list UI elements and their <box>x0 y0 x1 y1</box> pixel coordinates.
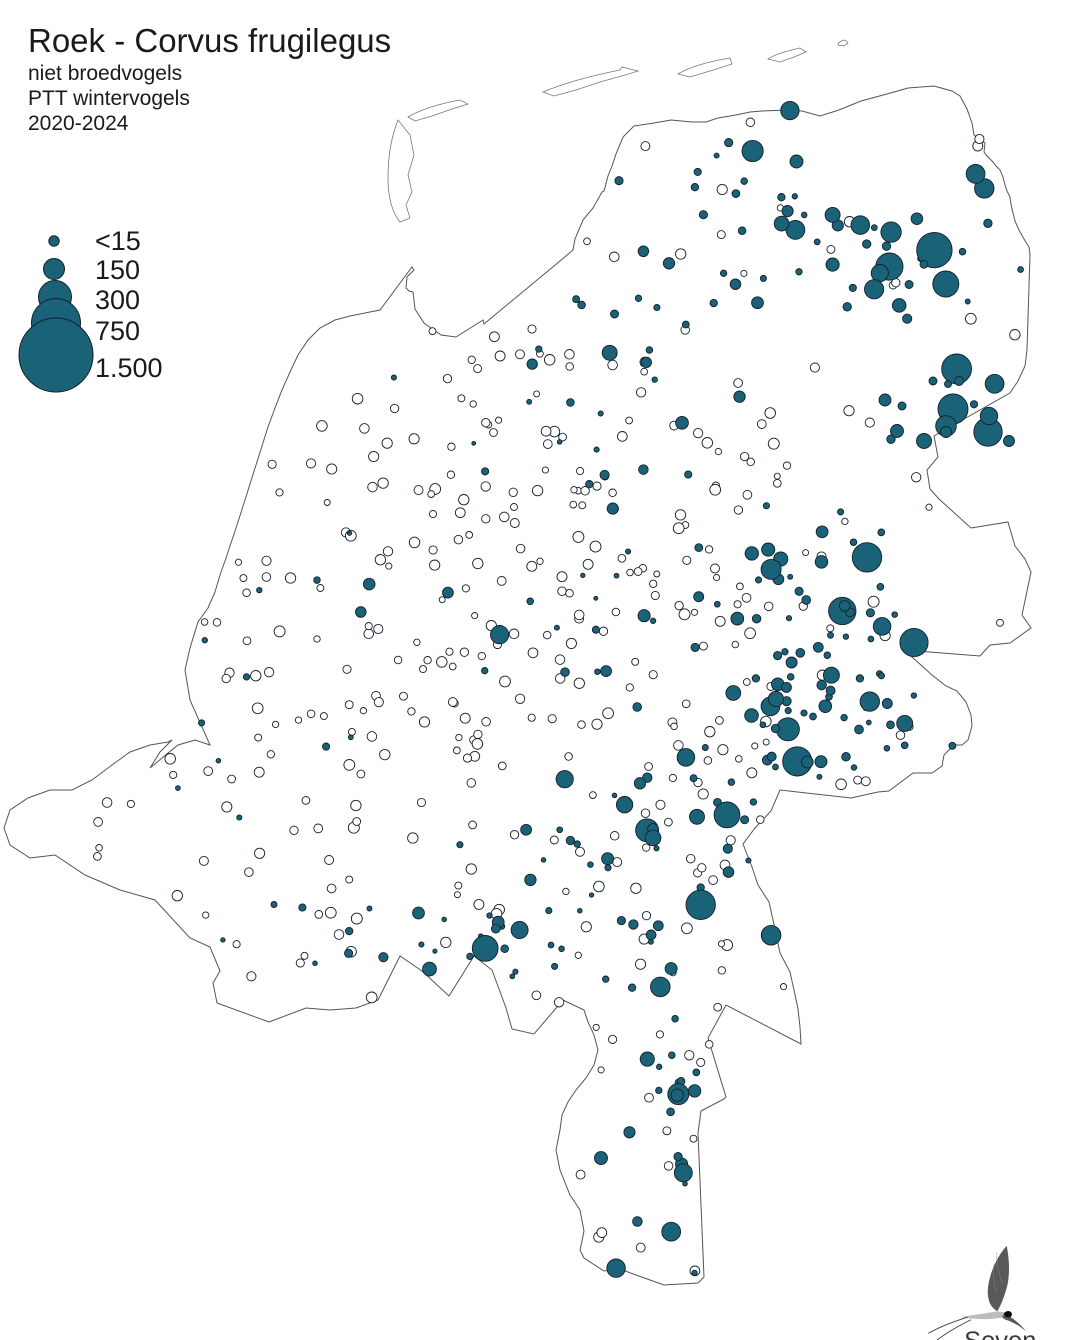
svg-text:<15: <15 <box>95 226 141 256</box>
svg-text:300: 300 <box>95 285 140 315</box>
svg-text:150: 150 <box>95 255 140 285</box>
svg-text:Sovon: Sovon <box>964 1328 1036 1340</box>
svg-text:750: 750 <box>95 316 140 346</box>
svg-text:1.500: 1.500 <box>95 353 163 383</box>
